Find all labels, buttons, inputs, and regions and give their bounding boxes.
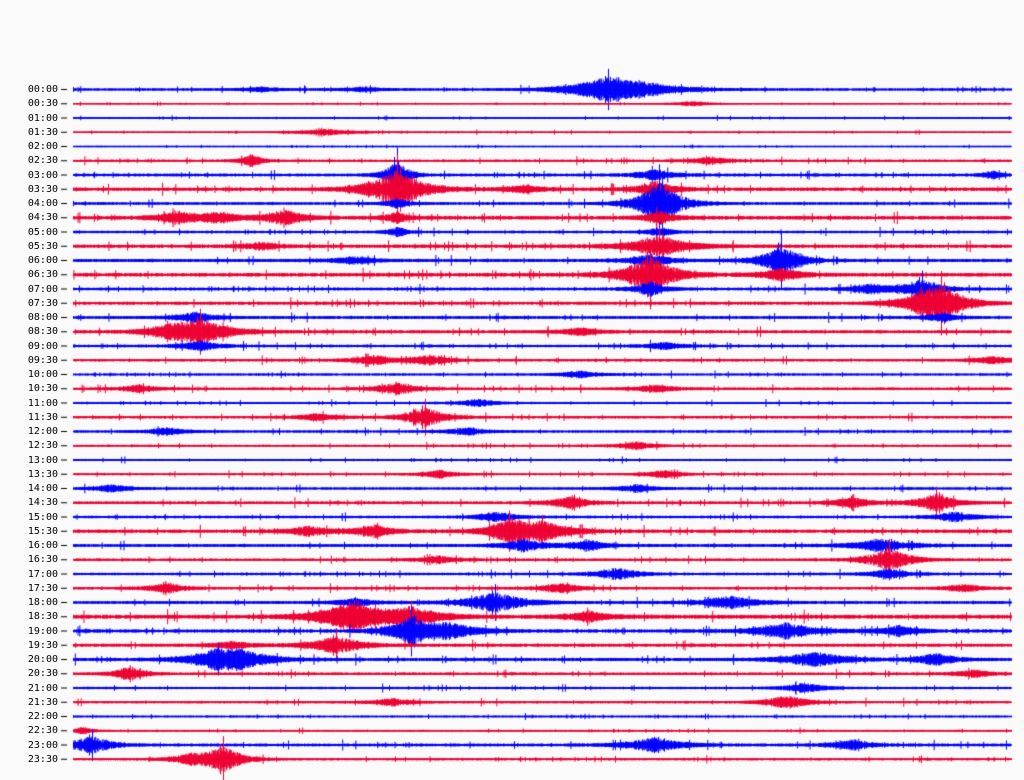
time-label-1200: 12:00 xyxy=(27,426,58,437)
time-label-0800: 08:00 xyxy=(27,312,58,323)
time-label-0000: 00:00 xyxy=(27,84,58,95)
time-label-1700: 17:00 xyxy=(27,568,58,580)
time-label-0930: 09:30 xyxy=(27,354,58,366)
time-label-1530: 15:30 xyxy=(27,525,58,537)
time-label-0900: 09:00 xyxy=(27,340,58,352)
time-label-1030: 10:30 xyxy=(27,383,58,395)
time-label-1430: 14:30 xyxy=(27,497,58,509)
time-label-0830: 08:30 xyxy=(27,326,58,338)
time-label-2100: 21:00 xyxy=(27,682,58,694)
time-label-1300: 13:00 xyxy=(27,454,58,466)
time-label-2000: 20:00 xyxy=(27,654,58,665)
time-label-0030: 00:30 xyxy=(27,98,58,110)
time-label-1900: 19:00 xyxy=(27,625,58,637)
time-label-0100: 01:00 xyxy=(27,112,58,124)
time-label-1630: 16:30 xyxy=(27,554,58,566)
time-label-2130: 21:30 xyxy=(27,696,58,708)
time-label-1230: 12:30 xyxy=(27,440,58,452)
time-label-2030: 20:30 xyxy=(27,668,58,680)
time-label-0130: 01:30 xyxy=(27,126,58,138)
time-label-2200: 22:00 xyxy=(27,711,58,722)
time-label-0600: 06:00 xyxy=(27,255,58,266)
time-label-0200: 02:00 xyxy=(27,141,58,152)
time-label-0530: 05:30 xyxy=(27,240,58,252)
time-label-0730: 07:30 xyxy=(27,297,58,309)
time-label-0330: 03:30 xyxy=(27,183,58,195)
time-label-1500: 15:00 xyxy=(27,511,58,523)
time-label-0700: 07:00 xyxy=(27,283,58,295)
time-label-0400: 04:00 xyxy=(27,198,58,209)
time-label-0300: 03:00 xyxy=(27,169,58,181)
time-label-1730: 17:30 xyxy=(27,582,58,594)
time-label-1130: 11:30 xyxy=(27,411,58,423)
time-label-2330: 23:30 xyxy=(27,753,58,765)
time-label-2300: 23:00 xyxy=(27,739,58,751)
time-label-0630: 06:30 xyxy=(27,269,58,281)
time-label-1100: 11:00 xyxy=(27,397,58,409)
time-label-1330: 13:30 xyxy=(27,468,58,480)
time-label-1400: 14:00 xyxy=(27,483,58,494)
time-label-0230: 02:30 xyxy=(27,155,58,167)
time-label-1800: 18:00 xyxy=(27,597,58,608)
time-label-1000: 10:00 xyxy=(27,369,58,380)
time-label-0430: 04:30 xyxy=(27,212,58,224)
time-label-1600: 16:00 xyxy=(27,540,58,551)
time-label-1830: 18:30 xyxy=(27,611,58,623)
time-label-0500: 05:00 xyxy=(27,226,58,238)
time-label-1930: 19:30 xyxy=(27,639,58,651)
time-label-2230: 22:30 xyxy=(27,725,58,737)
